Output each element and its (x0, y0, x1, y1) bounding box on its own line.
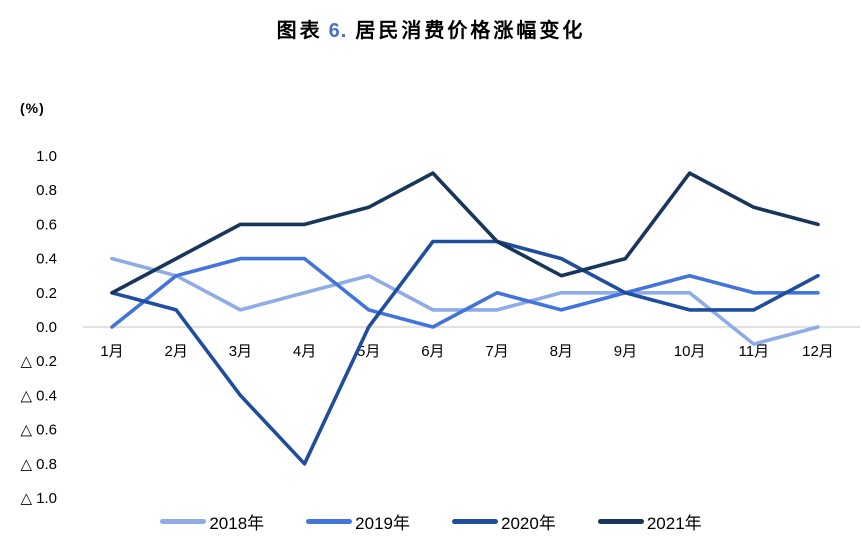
series-line-2018年 (110, 256, 820, 346)
y-tick-label: △ 0.4 (20, 387, 57, 404)
x-tick-label: 2月 (165, 343, 188, 360)
legend-label: 2019年 (355, 514, 410, 533)
y-tick-label: △ 0.2 (20, 353, 57, 370)
legend-item-2021年: 2021年 (597, 509, 702, 534)
y-tick-label: 0.2 (36, 285, 57, 302)
y-tick-label: 0.8 (36, 182, 57, 199)
legend-swatch-icon (160, 519, 207, 524)
legend-swatch-icon (597, 519, 644, 524)
y-tick-label: 0.4 (36, 251, 57, 268)
title-prefix: 图表 (276, 20, 323, 42)
x-tick-label: 7月 (485, 343, 508, 360)
x-tick-label: 5月 (357, 343, 380, 360)
legend-label: 2018年 (209, 514, 265, 533)
legend-item-2018年: 2018年 (160, 509, 264, 534)
x-tick-label: 9月 (614, 343, 637, 360)
x-tick-label: 3月 (229, 343, 252, 360)
x-tick-label: 12月 (802, 343, 834, 360)
series-line-2019年 (110, 256, 820, 329)
x-tick-label: 6月 (421, 343, 444, 360)
legend-item-2020年: 2020年 (452, 509, 556, 534)
unit-label: (%) (20, 100, 45, 116)
x-tick-label: 10月 (674, 343, 706, 360)
y-tick-label: 0.6 (36, 216, 57, 233)
y-tick-label: △ 0.8 (20, 456, 57, 473)
y-tick-label: 1.0 (36, 148, 57, 165)
y-tick-label: △ 1.0 (20, 490, 57, 507)
series-line-2020年 (110, 239, 820, 466)
legend-label: 2020年 (501, 514, 556, 533)
title-number: 6. (328, 20, 348, 42)
x-tick-label: 1月 (100, 343, 123, 360)
x-tick-label: 4月 (293, 343, 316, 360)
legend-swatch-icon (452, 519, 498, 524)
x-tick-label: 8月 (550, 343, 573, 360)
legend-swatch-icon (306, 519, 353, 524)
y-tick-label: 0.0 (36, 319, 57, 336)
legend-label: 2021年 (646, 514, 702, 533)
chart-legend: 2018年 2019年 2020年 2021年 (0, 509, 862, 534)
y-tick-label: △ 0.6 (20, 422, 57, 439)
title-main: 居民消费价格涨幅变化 (355, 20, 586, 42)
x-tick-label: 11月 (739, 343, 770, 360)
series-line-2021年 (110, 171, 820, 295)
legend-item-2019年: 2019年 (306, 509, 410, 534)
chart-title: 图表 6. 居民消费价格涨幅变化 (0, 14, 862, 43)
